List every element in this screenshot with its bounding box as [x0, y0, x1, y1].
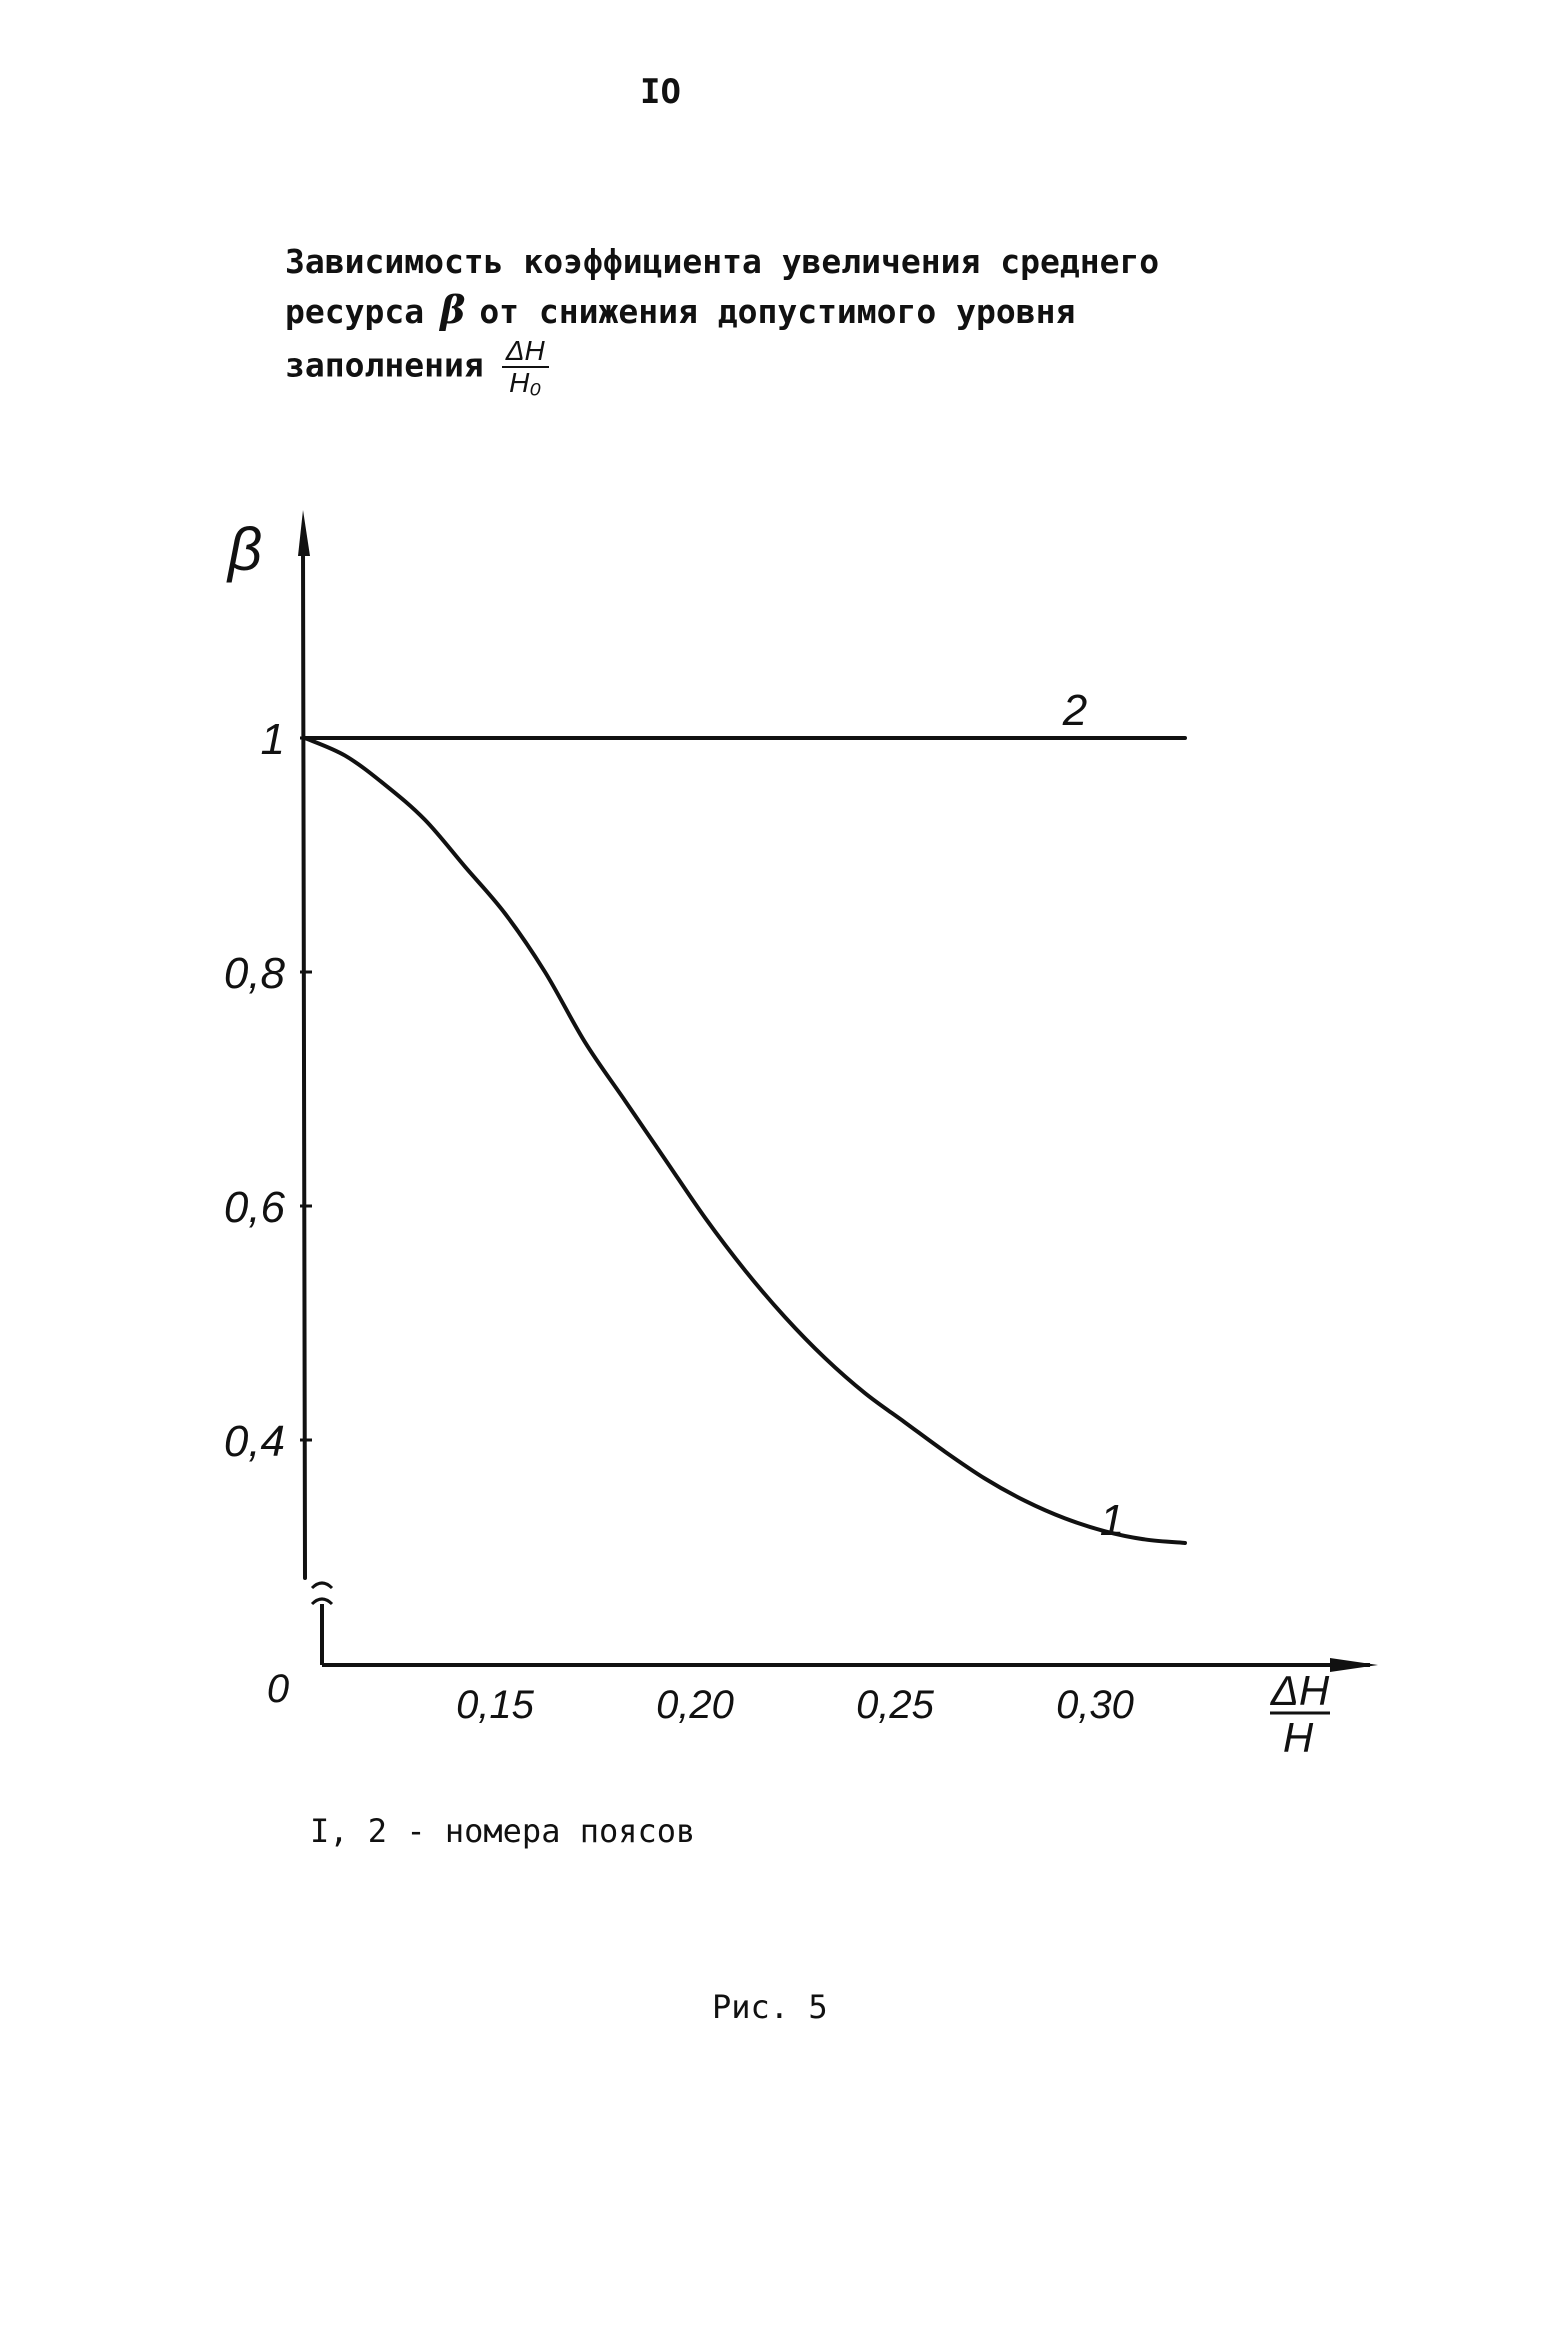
caption-fraction-denominator: H₀: [509, 367, 542, 398]
caption-beta-symbol: β: [440, 287, 466, 332]
chart-series: [303, 736, 1187, 1545]
y-tick-label: 1: [261, 715, 285, 764]
caption-line-2: ресурса β от снижения допустимого уровня: [285, 286, 1285, 336]
series-label-1: 1: [1100, 1496, 1124, 1545]
legend-note: I, 2 - номера поясов: [310, 1812, 696, 1850]
x-axis-arrow: [1330, 1658, 1378, 1672]
figure-label: Рис. 5: [712, 1988, 828, 2026]
chart-axes: [298, 510, 1378, 1672]
x-axis-label-numerator: ΔH: [1270, 1667, 1330, 1714]
y-tick-label: 0,4: [224, 1417, 285, 1466]
figure-caption: Зависимость коэффициента увеличения сред…: [285, 238, 1285, 398]
caption-line-3: заполнения ΔH H₀: [285, 336, 1285, 398]
caption-line-3-pre: заполнения: [285, 345, 484, 385]
origin-label: 0: [267, 1667, 289, 1711]
x-axis-label-denominator: H: [1283, 1714, 1314, 1761]
y-axis-arrow: [298, 510, 310, 556]
x-tick-label: 0,20: [656, 1683, 734, 1727]
caption-line-2-post: от снижения допустимого уровня: [479, 292, 1076, 331]
caption-fraction: ΔH H₀: [501, 336, 549, 398]
y-tick-label: 0,6: [224, 1183, 286, 1232]
x-tick-label: 0,15: [456, 1683, 535, 1727]
chart-labels: 1 0,8 0,6 0,4 0,15 0,20 0,25 0,30 0 β ΔHH 1 2: [224, 516, 1330, 1761]
page-number: IO: [640, 72, 681, 112]
x-tick-label: 0,25: [856, 1683, 935, 1727]
caption-fraction-numerator: ΔH: [501, 336, 549, 368]
series-line-1: [303, 736, 1187, 1545]
y-axis-break-mark-lower: [310, 1597, 334, 1606]
caption-line-1: Зависимость коэффициента увеличения сред…: [285, 242, 1160, 281]
y-axis-break-mark-upper: [310, 1581, 334, 1590]
series-label-2: 2: [1062, 686, 1087, 735]
x-tick-label: 0,30: [1056, 1683, 1134, 1727]
y-axis-line: [301, 543, 307, 1580]
caption-line-2-pre: ресурса: [285, 292, 425, 331]
y-axis-label: β: [226, 516, 262, 583]
y-tick-label: 0,8: [224, 949, 286, 998]
